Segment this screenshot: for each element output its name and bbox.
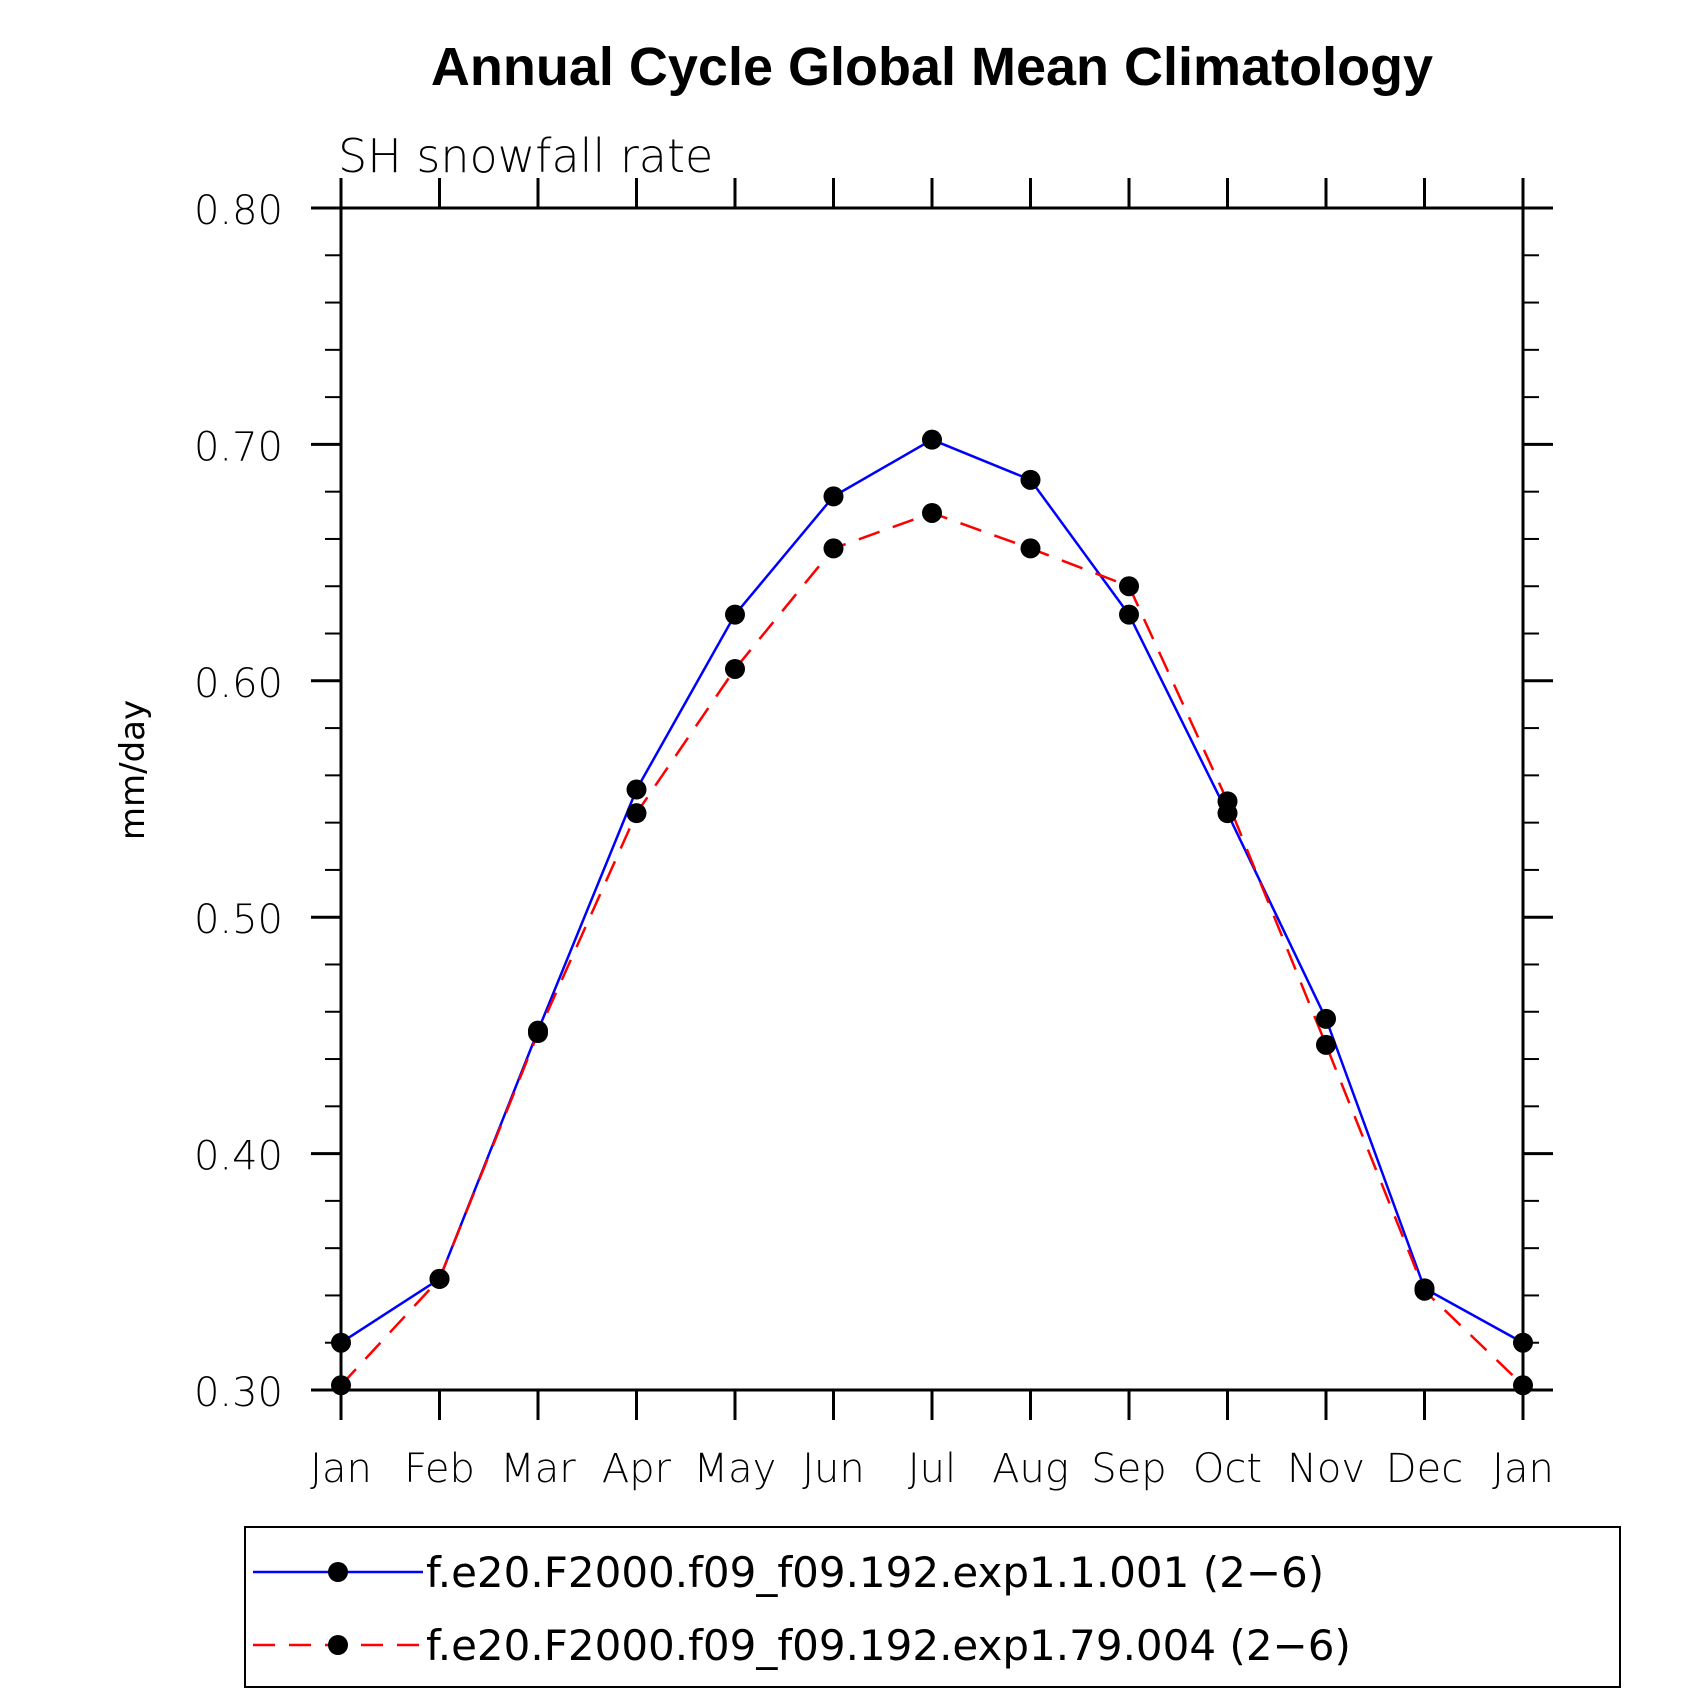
x-tick-label: Dec [1386, 1446, 1463, 1492]
series-1-point [725, 604, 745, 625]
series-2-point [1020, 538, 1041, 559]
series-2-point [922, 502, 942, 523]
x-tick-labels: Jan Feb Mar Apr May Jun Jul Aug Sep Oct Nov Dec Jan [310, 1446, 1554, 1492]
series-2-line [340, 511, 1524, 1387]
x-tick-label: Apr [602, 1446, 672, 1492]
series-1-point [1119, 604, 1139, 625]
series-2-point [1414, 1280, 1435, 1301]
legend-label-series-2: f.e20.F2000.f09_f09.192.exp1.79.004 (2−6… [426, 1621, 1351, 1670]
y-tick-labels: 0.30 0.40 0.50 0.60 0.70 0.80 [194, 188, 283, 1416]
series-2-point [823, 538, 844, 559]
legend-marker-series-2 [328, 1635, 348, 1655]
series-1-point [1020, 469, 1041, 490]
legend-label-series-1: f.e20.F2000.f09_f09.192.exp1.1.001 (2−6) [426, 1548, 1324, 1597]
y-tick-label: 0.60 [194, 661, 283, 707]
plot-frame [339, 206, 1525, 1392]
x-tick-label: Sep [1091, 1446, 1166, 1492]
y-tick-label: 0.80 [194, 188, 283, 234]
x-tick-label: Jun [802, 1446, 865, 1492]
y-tick-label: 0.50 [194, 897, 283, 943]
x-tick-label: Aug [992, 1446, 1069, 1492]
x-tick-label: Feb [404, 1446, 475, 1492]
y-tick-label: 0.70 [194, 424, 283, 470]
series-layer [331, 429, 1533, 1396]
series-2-point [1119, 576, 1139, 597]
x-tick-label: Jan [1492, 1446, 1554, 1492]
series-1-line [340, 438, 1524, 1344]
series-1-point [823, 486, 844, 507]
x-tick-label: Nov [1287, 1446, 1365, 1492]
series-2-point [1217, 791, 1238, 812]
x-tick-label: Mar [500, 1446, 576, 1492]
chart-title: Annual Cycle Global Mean Climatology [431, 37, 1433, 97]
series-1-point [922, 429, 942, 450]
x-tick-label: Jan [310, 1446, 372, 1492]
legend: f.e20.F2000.f09_f09.192.exp1.1.001 (2−6)… [244, 1526, 1621, 1688]
y-axis-label: mm/day [113, 700, 153, 840]
x-tick-label: Oct [1193, 1446, 1262, 1492]
series-2-point [1316, 1034, 1336, 1055]
series-2-point [725, 658, 745, 679]
legend-marker-series-1 [328, 1562, 348, 1582]
x-tick-label: Jul [908, 1446, 956, 1492]
series-2-point [429, 1268, 450, 1289]
y-tick-label: 0.30 [194, 1370, 283, 1416]
x-tick-label: May [694, 1446, 777, 1492]
series-1-point [1316, 1008, 1336, 1029]
legend-box [244, 1526, 1621, 1688]
chart-subtitle: SH snowfall rate [338, 129, 713, 183]
axis-ticks [311, 178, 1553, 1420]
series-2-point [528, 1023, 548, 1044]
series-2-point [626, 803, 647, 824]
y-tick-label: 0.40 [194, 1134, 283, 1180]
series-1-point [626, 779, 647, 800]
